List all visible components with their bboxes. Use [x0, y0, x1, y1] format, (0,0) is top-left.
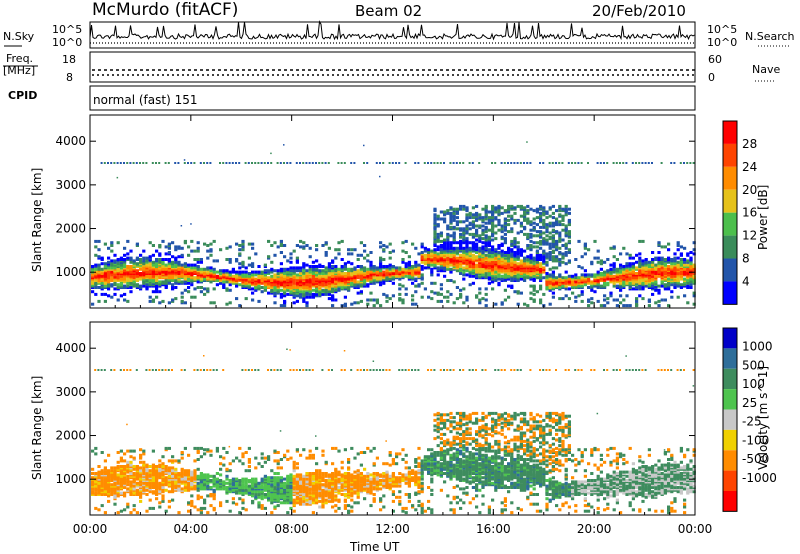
y-tick-label: 2000 [55, 222, 86, 236]
colorbar-seg-1-3 [723, 389, 737, 410]
date-title: 20/Feb/2010 [592, 2, 686, 20]
y-tick-label: 3000 [55, 385, 86, 399]
power-colorbar-tick: 8 [742, 252, 750, 266]
x-tick-label: 20:00 [577, 522, 612, 536]
velocity-colorbar-tick: 500 [742, 358, 765, 372]
power-colorbar-tick: 16 [742, 206, 757, 220]
velocity-colorbar-tick: 1000 [742, 340, 773, 354]
nsearch-tick-top: 10^5 [707, 23, 738, 36]
nsky-series [89, 20, 695, 41]
colorbar-seg-0-3 [723, 189, 737, 213]
nsky-tick-bottom: 10^0 [52, 36, 83, 49]
cpid-label: CPID [8, 89, 38, 102]
cpid-panel [89, 85, 696, 111]
x-tick-label: 12:00 [375, 522, 410, 536]
velocity-colorbar-tick: -500 [742, 452, 769, 466]
nave-label: Nave [752, 63, 781, 76]
colorbar-seg-0-6 [723, 258, 737, 282]
colorbar-seg-1-6 [723, 450, 737, 471]
y-tick-label: 3000 [55, 178, 86, 192]
x-tick-label: 00:00 [73, 522, 108, 536]
colorbar-seg-1-7 [723, 470, 737, 491]
beam-title: Beam 02 [355, 2, 423, 20]
heatmap-cells-0 [91, 141, 696, 308]
colorbar-seg-1-4 [723, 409, 737, 430]
colorbar-seg-0-7 [723, 281, 737, 305]
y-tick-label: 1000 [55, 265, 86, 279]
colorbar-seg-0-2 [723, 166, 737, 190]
x-tick-label: 00:00 [678, 522, 713, 536]
freq-panel [89, 51, 696, 83]
power-colorbar-tick: 20 [742, 183, 757, 197]
velocity-colorbar-tick: -25 [742, 415, 762, 429]
colorbar-seg-1-2 [723, 368, 737, 390]
power-colorbar-tick: 12 [742, 229, 757, 243]
colorbar-seg-1-5 [723, 429, 737, 451]
x-tick-label: 04:00 [174, 522, 209, 536]
velocity-colorbar-tick: 100 [742, 377, 765, 391]
velocity-colorbar-tick: 25 [742, 396, 757, 410]
colorbar-frame-0 [722, 120, 738, 305]
colorbar-seg-1-0 [723, 328, 737, 349]
x-tick-label: 16:00 [476, 522, 511, 536]
freq-tick-bottom: 8 [66, 71, 73, 84]
nave-tick-top: 60 [708, 53, 722, 66]
heatmap-cells-1 [91, 348, 696, 515]
nsearch-tick-bottom: 10^0 [707, 36, 738, 49]
x-tick-label: 08:00 [274, 522, 309, 536]
y-tick-label: 2000 [55, 429, 86, 443]
nsky-label: N.Sky [3, 30, 35, 43]
colorbar-seg-0-5 [723, 235, 737, 259]
nave-tick-bottom: 0 [708, 71, 715, 84]
power-colorbar-tick: 24 [742, 160, 757, 174]
nsearch-label: N.Search [745, 30, 795, 43]
cpid-value: normal (fast) 151 [93, 93, 198, 107]
velocity-colorbar-tick: -1000 [742, 471, 777, 485]
y-tick-label: 4000 [55, 134, 86, 148]
y-tick-label: 4000 [55, 341, 86, 355]
colorbar-seg-0-4 [723, 212, 737, 236]
nsky-tick-top: 10^5 [52, 23, 83, 36]
station-title: McMurdo (fitACF) [92, 0, 239, 20]
freq-tick-top: 18 [62, 53, 76, 66]
colorbar-seg-0-0 [723, 121, 737, 144]
freq-unit: [MHz] [3, 64, 36, 77]
freq-label: Freq. [6, 52, 34, 65]
colorbar-seg-1-1 [723, 348, 737, 369]
colorbar-frame-1 [722, 327, 738, 512]
x-axis-label: Time UT [350, 540, 400, 554]
colorbar-seg-0-1 [723, 143, 737, 167]
y-tick-label: 1000 [55, 472, 86, 486]
power-colorbar-tick: 4 [742, 274, 750, 288]
power-colorbar-tick: 28 [742, 137, 757, 151]
velocity-colorbar-tick: -100 [742, 433, 769, 447]
colorbar-seg-1-8 [723, 490, 737, 512]
